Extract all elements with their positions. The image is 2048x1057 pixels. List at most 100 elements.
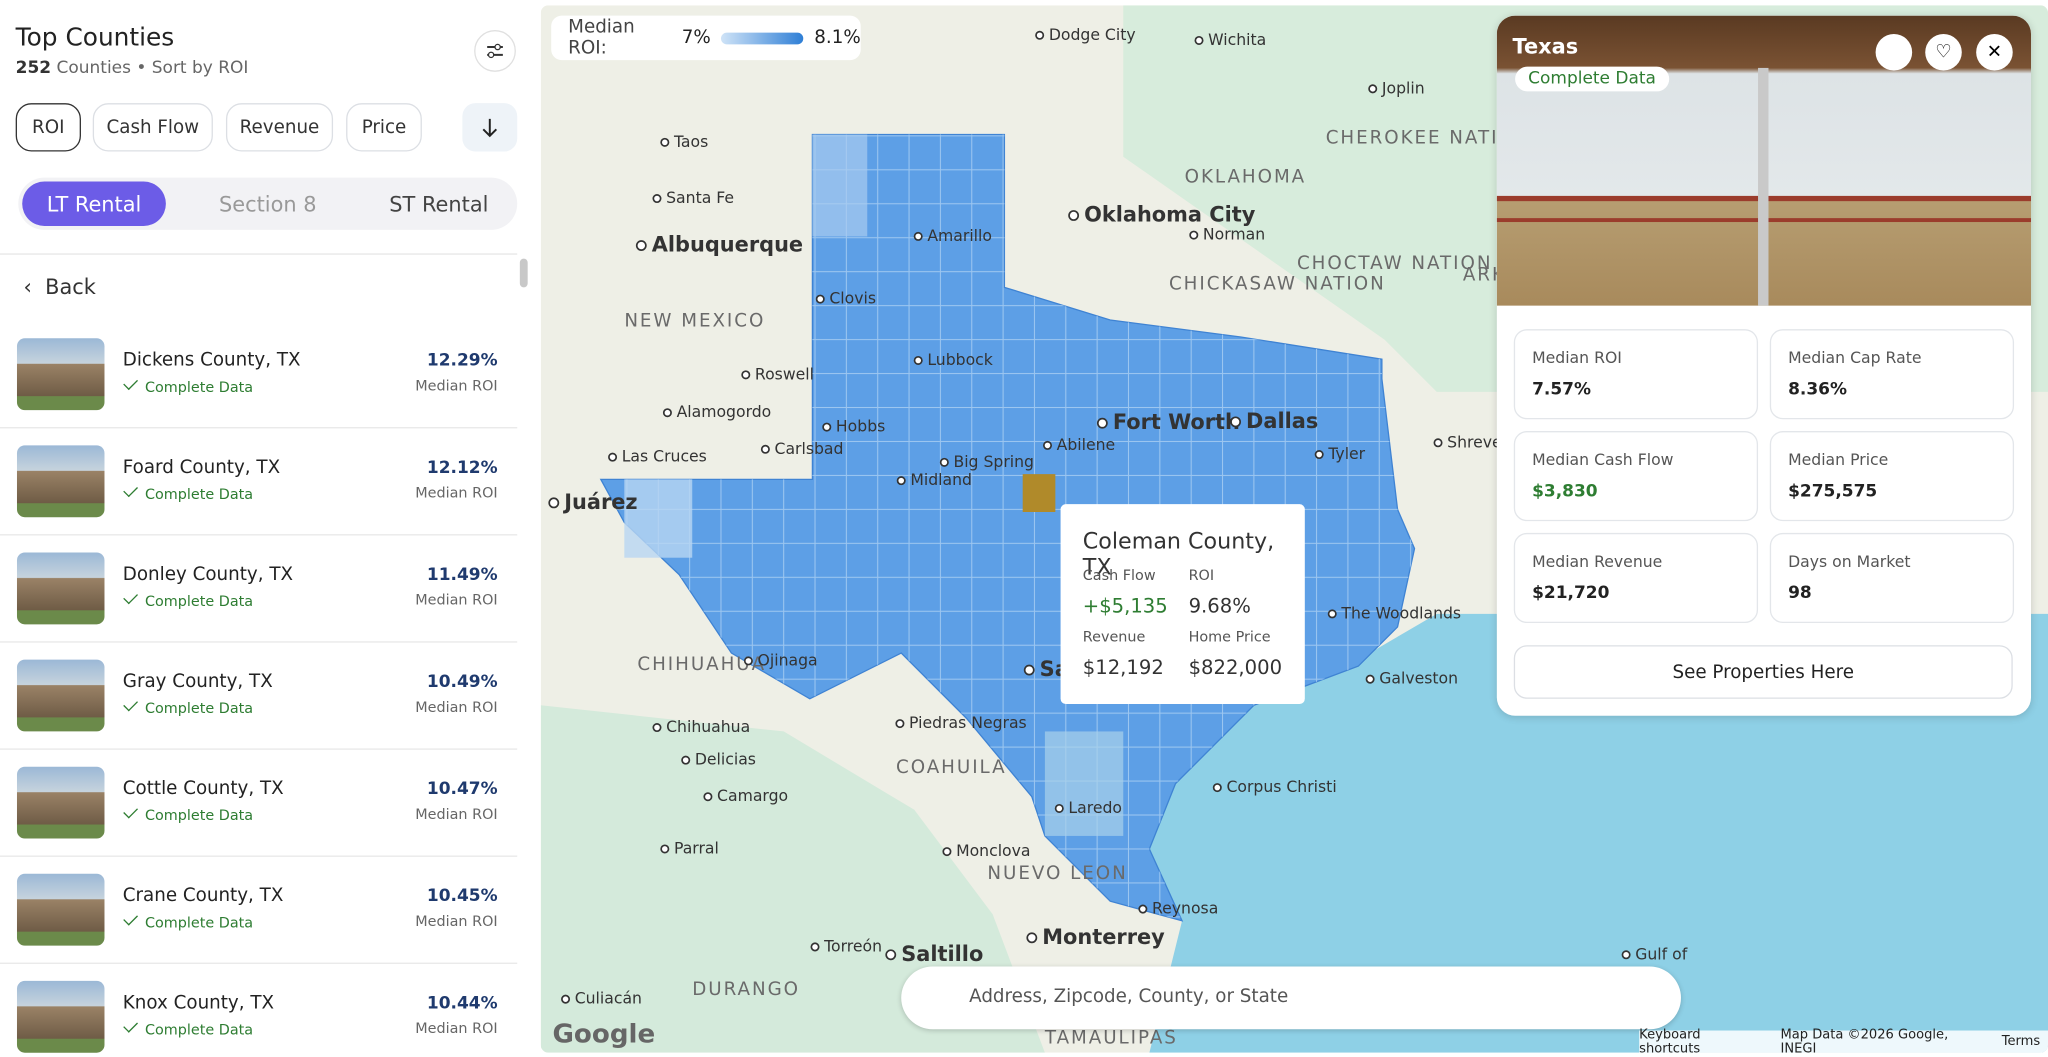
city-label: Reynosa bbox=[1152, 899, 1218, 918]
region-label: DURANGO bbox=[692, 979, 800, 1000]
city-label: Saltillo bbox=[901, 942, 983, 966]
stat-card: Median Cap Rate 8.36% bbox=[1769, 329, 2015, 420]
stat-card: Median ROI 7.57% bbox=[1513, 329, 1759, 420]
city-dot bbox=[810, 942, 820, 952]
region-label: CHEROKEE NATION bbox=[1326, 127, 1531, 148]
county-light bbox=[1044, 731, 1124, 836]
city-dot bbox=[1314, 450, 1324, 460]
city-label: Laredo bbox=[1068, 798, 1122, 817]
county-roi-label: Median ROI bbox=[415, 591, 498, 609]
city-label: Gulf of bbox=[1635, 944, 1687, 963]
city-dot bbox=[662, 408, 672, 418]
city-dot bbox=[913, 231, 923, 241]
search-box[interactable]: Address, Zipcode, County, or State bbox=[901, 966, 1681, 1030]
rental-tab[interactable]: Section 8 bbox=[218, 191, 317, 217]
city-label: Santa Fe bbox=[666, 188, 734, 207]
city-dot bbox=[1365, 674, 1375, 684]
city-label: Clovis bbox=[829, 289, 876, 308]
rental-tab[interactable]: LT Rental bbox=[22, 181, 166, 226]
sort-tab[interactable]: ROI bbox=[15, 103, 81, 152]
sort-direction[interactable] bbox=[462, 103, 518, 152]
stat-label: Median Cap Rate bbox=[1788, 348, 1922, 368]
county-roi: 12.12% bbox=[426, 458, 498, 479]
county-name[interactable]: Crane County, TX bbox=[122, 885, 284, 907]
see-properties-button[interactable]: See Properties Here bbox=[1513, 645, 2013, 699]
rental-tab[interactable]: ST Rental bbox=[389, 191, 489, 217]
filter-button[interactable] bbox=[474, 30, 516, 72]
back-button[interactable]: ‹ Back bbox=[23, 274, 96, 300]
footer-link[interactable]: Terms bbox=[2001, 1034, 2041, 1049]
scrollbar[interactable] bbox=[519, 258, 528, 288]
county-roi: 12.29% bbox=[426, 351, 498, 371]
county-status: Complete Data bbox=[144, 914, 254, 932]
county-selected[interactable] bbox=[1022, 474, 1056, 512]
county-name[interactable]: Dickens County, TX bbox=[122, 350, 301, 371]
favorite-button[interactable]: ♡ bbox=[1925, 33, 1962, 71]
county-status: Complete Data bbox=[144, 700, 254, 718]
stat-label: Median Price bbox=[1788, 450, 1889, 469]
filter-icon bbox=[487, 43, 503, 59]
county-status: Complete Data bbox=[144, 1021, 254, 1039]
city-dot bbox=[548, 497, 560, 509]
city-label: Monclova bbox=[956, 841, 1030, 860]
city-dot bbox=[822, 422, 832, 432]
county-roi: 11.49% bbox=[426, 565, 498, 586]
city-dot bbox=[561, 994, 571, 1004]
city-dot bbox=[660, 844, 670, 854]
county-thumb bbox=[16, 659, 105, 732]
share-button[interactable] bbox=[1875, 33, 1913, 71]
county-roi-label: Median ROI bbox=[415, 484, 498, 502]
county-name[interactable]: Knox County, TX bbox=[122, 992, 275, 1014]
county-status: Complete Data bbox=[144, 378, 254, 396]
city-dot bbox=[815, 294, 825, 304]
county-name[interactable]: Gray County, TX bbox=[122, 671, 273, 693]
sort-tab[interactable]: Price bbox=[346, 103, 422, 152]
city-label: Delicias bbox=[695, 750, 756, 769]
city-dot bbox=[913, 355, 923, 365]
tooltip-value: 9.68% bbox=[1188, 594, 1251, 618]
city-dot bbox=[1230, 416, 1242, 428]
footer-link[interactable]: Keyboard shortcuts bbox=[1639, 1027, 1701, 1053]
city-dot bbox=[1096, 417, 1108, 429]
county-light bbox=[624, 479, 693, 558]
city-label: Norman bbox=[1203, 225, 1265, 244]
county-name[interactable]: Donley County, TX bbox=[122, 564, 294, 586]
sort-tab[interactable]: Revenue bbox=[225, 103, 334, 152]
county-name[interactable]: Cottle County, TX bbox=[122, 778, 284, 800]
county-roi-label: Median ROI bbox=[415, 912, 498, 930]
city-dot bbox=[1043, 440, 1053, 450]
city-label: Galveston bbox=[1379, 669, 1458, 688]
divider bbox=[0, 534, 518, 536]
tooltip-value: $12,192 bbox=[1082, 655, 1164, 680]
city-label: Dallas bbox=[1246, 409, 1318, 433]
stat-card: Median Cash Flow $3,830 bbox=[1513, 431, 1759, 522]
tooltip-value: +$5,135 bbox=[1082, 594, 1168, 618]
arrow-icon bbox=[482, 118, 498, 138]
stat-value: $21,720 bbox=[1532, 583, 1610, 604]
city-dot bbox=[895, 719, 905, 729]
land-green bbox=[540, 705, 1045, 1053]
stat-value: $3,830 bbox=[1532, 481, 1598, 502]
legend: Median ROI: 7% 8.1% bbox=[551, 15, 861, 61]
city-label: Corpus Christi bbox=[1226, 777, 1336, 796]
county-name[interactable]: Foard County, TX bbox=[122, 457, 281, 479]
footer-link[interactable]: Map Data ©2026 Google, INEGI bbox=[1780, 1027, 1949, 1053]
close-button[interactable]: ✕ bbox=[1976, 33, 2013, 71]
city-label: Joplin bbox=[1381, 78, 1425, 97]
legend-label: Median ROI: bbox=[568, 16, 635, 59]
tooltip-value: $822,000 bbox=[1188, 655, 1283, 680]
tooltip: Coleman County, TX Cash Flow +$5,135 ROI 9.… bbox=[1060, 504, 1305, 704]
city-dot bbox=[885, 949, 897, 961]
city-dot bbox=[608, 452, 618, 462]
stat-card: Days on Market 98 bbox=[1769, 532, 2015, 624]
stat-value: $275,575 bbox=[1788, 481, 1878, 502]
panel-title: Texas bbox=[1512, 33, 1579, 59]
city-dot bbox=[1327, 609, 1337, 619]
region-label: TAMAULIPAS bbox=[1044, 1027, 1178, 1048]
count: 252 bbox=[15, 58, 52, 79]
tooltip-label: Home Price bbox=[1188, 628, 1271, 646]
sort-tab[interactable]: Cash Flow bbox=[92, 103, 213, 152]
city-dot bbox=[635, 240, 647, 251]
stat-label: Median ROI bbox=[1532, 348, 1622, 368]
tooltip-title: Coleman County, TX bbox=[1082, 528, 1275, 582]
